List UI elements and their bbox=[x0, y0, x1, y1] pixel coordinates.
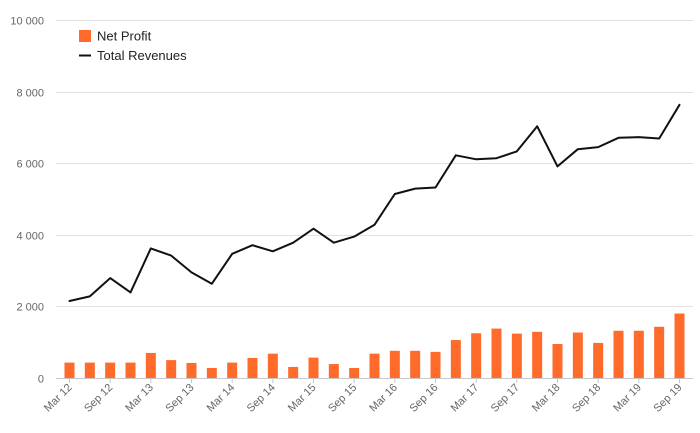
net-profit-bar bbox=[552, 343, 563, 378]
net-profit-bar bbox=[105, 362, 116, 378]
legend-swatch-net-profit bbox=[79, 30, 91, 42]
x-tick-label: Mar 17 bbox=[449, 382, 482, 415]
x-tick-label: Mar 14 bbox=[205, 382, 238, 415]
legend-label-net-profit: Net Profit bbox=[97, 29, 152, 44]
x-tick-label: Sep 15 bbox=[326, 382, 359, 415]
net-profit-bar bbox=[186, 362, 197, 378]
legend-label-total-revenues: Total Revenues bbox=[97, 48, 187, 63]
net-profit-bar bbox=[206, 367, 217, 378]
net-profit-bar bbox=[532, 331, 543, 378]
net-profit-bar bbox=[125, 362, 136, 378]
net-profit-bar bbox=[430, 351, 441, 378]
net-profit-bar bbox=[633, 330, 644, 378]
x-tick-label: Mar 16 bbox=[367, 382, 400, 415]
x-tick-label: Sep 14 bbox=[245, 382, 278, 415]
y-tick-label: 10 000 bbox=[10, 16, 44, 28]
net-profit-bar bbox=[84, 362, 95, 378]
x-tick-label: Sep 16 bbox=[407, 382, 440, 415]
x-tick-label: Sep 13 bbox=[163, 382, 196, 415]
net-profit-bars bbox=[64, 313, 685, 378]
net-profit-bar bbox=[166, 360, 177, 378]
x-tick-label: Sep 18 bbox=[570, 382, 603, 415]
net-profit-bar bbox=[572, 332, 583, 378]
net-profit-bar bbox=[491, 328, 502, 378]
net-profit-bar bbox=[511, 333, 522, 378]
x-axis: Mar 12 Sep 12 Mar 13 Sep 13 Mar 14 Sep 14 Mar … bbox=[42, 378, 685, 415]
net-profit-bar bbox=[471, 333, 482, 378]
net-profit-bar bbox=[349, 367, 360, 378]
net-profit-bar bbox=[145, 352, 156, 378]
y-tick-label: 8 000 bbox=[16, 88, 44, 100]
net-profit-bar bbox=[410, 350, 421, 378]
net-profit-bar bbox=[247, 357, 258, 378]
net-profit-bar bbox=[369, 353, 380, 378]
net-profit-bar bbox=[593, 342, 604, 378]
x-tick-label: Sep 17 bbox=[489, 382, 522, 415]
total-revenues-line bbox=[68, 103, 681, 302]
net-profit-bar bbox=[613, 330, 624, 378]
x-tick-label: Mar 18 bbox=[530, 382, 563, 415]
net-profit-bar bbox=[450, 340, 461, 378]
y-tick-label: 4 000 bbox=[16, 231, 44, 243]
net-profit-bar bbox=[227, 362, 238, 378]
net-profit-bar bbox=[389, 350, 400, 378]
x-tick-label: Mar 15 bbox=[286, 382, 319, 415]
x-tick-label: Sep 19 bbox=[651, 382, 684, 415]
y-tick-label: 6 000 bbox=[16, 159, 44, 171]
y-axis: 0 2 000 4 000 6 000 8 000 10 000 bbox=[10, 16, 44, 386]
net-profit-bar bbox=[308, 357, 319, 378]
y-tick-label: 0 bbox=[38, 374, 44, 386]
net-profit-bar bbox=[64, 362, 75, 378]
total-revenues-line-group bbox=[68, 103, 681, 302]
net-profit-bar bbox=[267, 353, 278, 378]
legend: Net Profit Total Revenues bbox=[79, 29, 187, 63]
x-tick-label: Sep 12 bbox=[82, 382, 115, 415]
y-gridlines bbox=[56, 20, 693, 379]
net-profit-bar bbox=[288, 366, 299, 378]
x-tick-label: Mar 19 bbox=[611, 382, 644, 415]
x-tick-label: Mar 12 bbox=[42, 382, 75, 415]
net-profit-bar bbox=[654, 326, 665, 378]
x-tick-label: Mar 13 bbox=[123, 382, 156, 415]
net-profit-bar bbox=[328, 364, 339, 378]
net-profit-bar bbox=[674, 313, 685, 378]
y-tick-label: 2 000 bbox=[16, 302, 44, 314]
